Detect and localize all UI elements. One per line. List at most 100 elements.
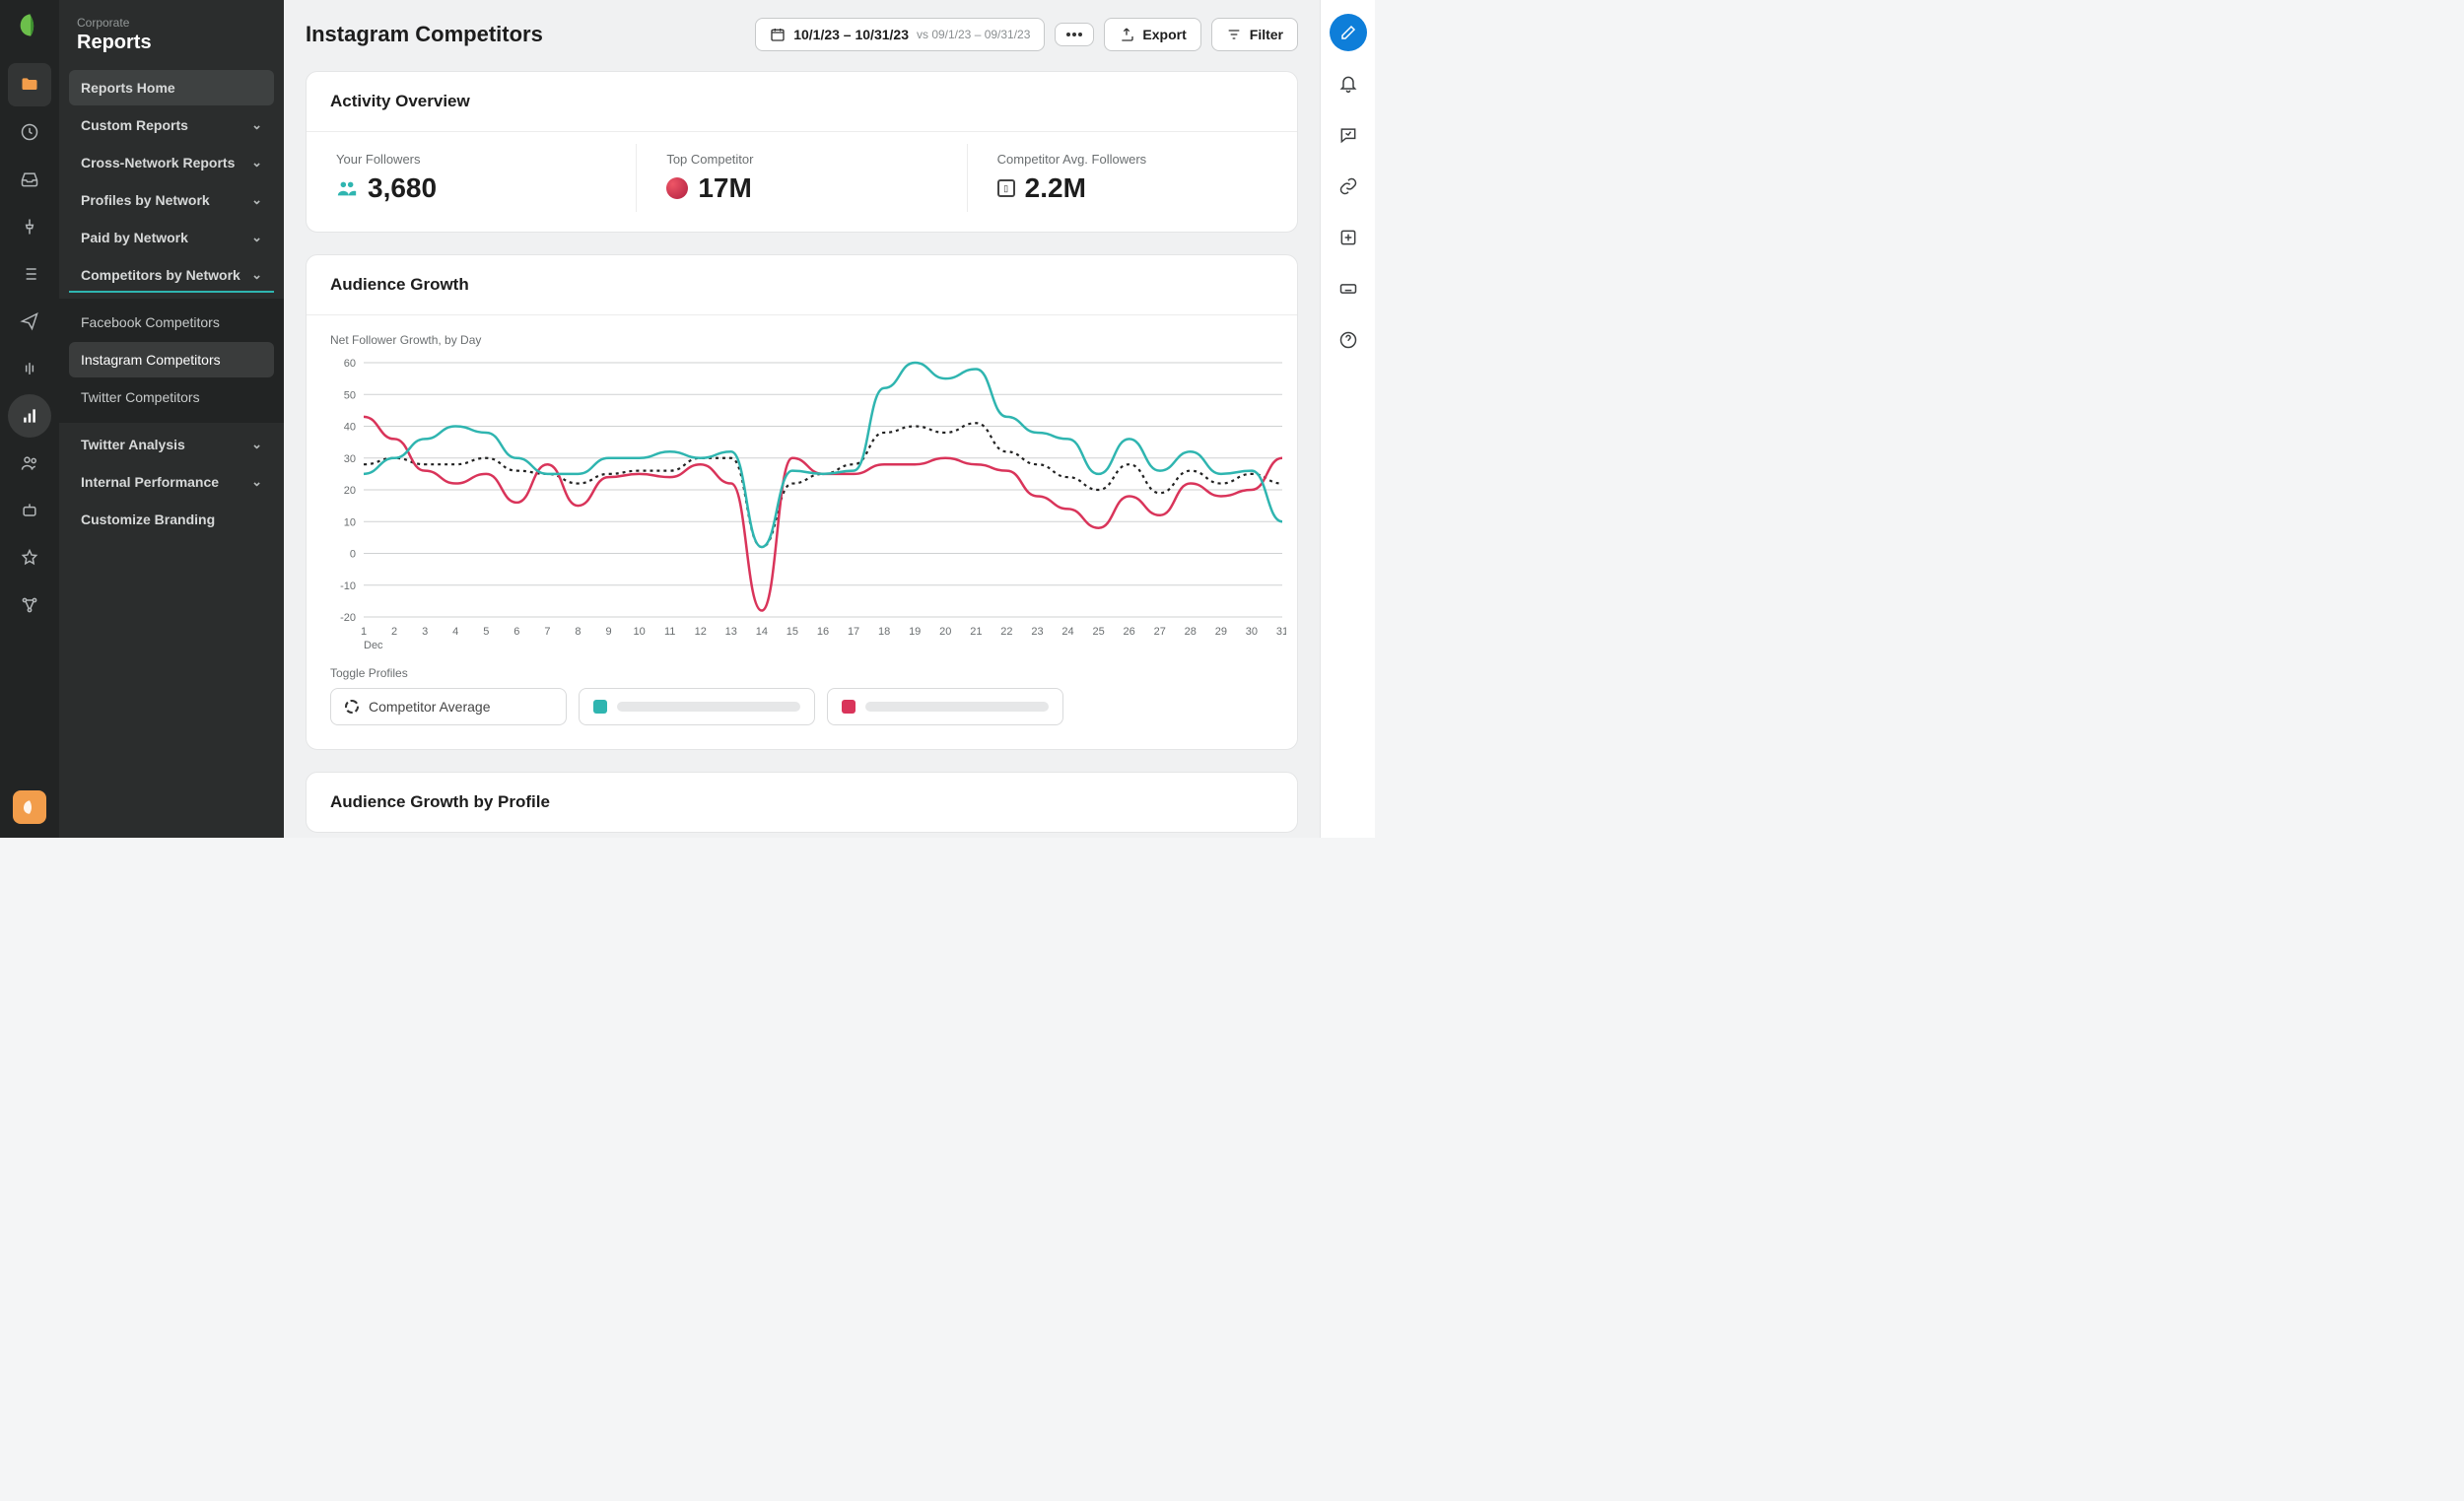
chat-icon	[1338, 125, 1358, 145]
toggle-profile-teal[interactable]	[579, 688, 815, 725]
subnav-facebook-competitors[interactable]: Facebook Competitors	[69, 305, 274, 340]
calendar-icon	[770, 27, 786, 42]
activity-overview-panel: Activity Overview Your Followers 3,680 T…	[306, 71, 1298, 233]
svg-text:7: 7	[544, 626, 550, 638]
svg-text:3: 3	[422, 626, 428, 638]
teal-marker-icon	[593, 700, 607, 714]
svg-text:18: 18	[878, 626, 890, 638]
chat-button[interactable]	[1330, 116, 1367, 154]
add-button[interactable]	[1330, 219, 1367, 256]
chart-caption: Net Follower Growth, by Day	[330, 333, 1273, 347]
export-button[interactable]: Export	[1104, 18, 1200, 51]
toggle-profile-pink[interactable]	[827, 688, 1063, 725]
nav-profiles-network[interactable]: Profiles by Network⌄	[69, 182, 274, 218]
svg-text:0: 0	[350, 549, 356, 561]
competitor-dot-icon	[666, 177, 688, 199]
svg-text:20: 20	[939, 626, 951, 638]
nav-paid-network[interactable]: Paid by Network⌄	[69, 220, 274, 255]
svg-text:27: 27	[1154, 626, 1166, 638]
svg-text:23: 23	[1031, 626, 1043, 638]
compass-icon[interactable]	[8, 110, 51, 154]
svg-text:6: 6	[513, 626, 519, 638]
nav-cross-network[interactable]: Cross-Network Reports⌄	[69, 145, 274, 180]
bell-icon	[1338, 74, 1358, 94]
date-range-compare: vs 09/1/23 – 09/31/23	[917, 28, 1030, 41]
svg-text:-10: -10	[340, 580, 356, 592]
audio-icon[interactable]	[8, 347, 51, 390]
svg-text:17: 17	[848, 626, 859, 638]
nav-customize-branding[interactable]: Customize Branding	[69, 502, 274, 537]
list-icon[interactable]	[8, 252, 51, 296]
chevron-down-icon: ⌄	[251, 267, 262, 283]
svg-text:22: 22	[1000, 626, 1012, 638]
svg-text:14: 14	[756, 626, 768, 638]
brand-leaf-icon[interactable]	[13, 790, 46, 824]
growth-line-chart: -20-100102030405060123456789101112131415…	[330, 357, 1286, 652]
profile-placeholder	[865, 702, 1049, 712]
svg-text:31: 31	[1276, 626, 1286, 638]
page-title: Instagram Competitors	[306, 22, 543, 47]
svg-text:20: 20	[344, 485, 356, 497]
help-button[interactable]	[1330, 321, 1367, 359]
chevron-down-icon: ⌄	[251, 474, 262, 490]
stat-competitor-avg: Competitor Avg. Followers ▯ 2.2M	[968, 144, 1297, 212]
people-icon[interactable]	[8, 442, 51, 485]
nav-twitter-analysis[interactable]: Twitter Analysis⌄	[69, 427, 274, 462]
sidebar-title: Reports	[77, 32, 266, 54]
app-logo[interactable]	[12, 8, 47, 43]
link-button[interactable]	[1330, 168, 1367, 205]
ellipsis-icon	[1065, 32, 1083, 37]
svg-text:4: 4	[452, 626, 458, 638]
subnav-twitter-competitors[interactable]: Twitter Competitors	[69, 379, 274, 415]
svg-text:19: 19	[909, 626, 921, 638]
reports-icon[interactable]	[8, 394, 51, 438]
audience-growth-title: Audience Growth	[307, 255, 1297, 315]
nav-custom-reports[interactable]: Custom Reports⌄	[69, 107, 274, 143]
audience-growth-profile-title: Audience Growth by Profile	[307, 773, 1297, 832]
link-icon	[1338, 176, 1358, 196]
network-icon[interactable]	[8, 583, 51, 627]
svg-text:13: 13	[725, 626, 737, 638]
toggle-competitor-average[interactable]: Competitor Average	[330, 688, 567, 725]
svg-text:50: 50	[344, 389, 356, 401]
bot-icon[interactable]	[8, 489, 51, 532]
pin-icon[interactable]	[8, 205, 51, 248]
svg-text:40: 40	[344, 422, 356, 434]
svg-text:10: 10	[633, 626, 645, 638]
avg-marker-icon	[345, 700, 359, 714]
send-icon[interactable]	[8, 300, 51, 343]
filter-button[interactable]: Filter	[1211, 18, 1298, 51]
nav-competitors-network[interactable]: Competitors by Network⌄	[69, 257, 274, 293]
nav-internal-performance[interactable]: Internal Performance⌄	[69, 464, 274, 500]
compose-button[interactable]	[1330, 14, 1367, 51]
more-actions-button[interactable]	[1055, 23, 1094, 46]
export-icon	[1119, 27, 1134, 42]
date-range-picker[interactable]: 10/1/23 – 10/31/23 vs 09/1/23 – 09/31/23	[755, 18, 1045, 51]
svg-text:2: 2	[391, 626, 397, 638]
subnav-instagram-competitors[interactable]: Instagram Competitors	[69, 342, 274, 377]
stat-top-competitor: Top Competitor 17M	[637, 144, 967, 212]
inbox-icon[interactable]	[8, 158, 51, 201]
svg-text:21: 21	[970, 626, 982, 638]
right-rail	[1320, 0, 1375, 838]
svg-text:9: 9	[605, 626, 611, 638]
chevron-down-icon: ⌄	[251, 117, 262, 133]
filter-icon	[1226, 27, 1242, 42]
date-range-main: 10/1/23 – 10/31/23	[793, 27, 909, 42]
star-icon[interactable]	[8, 536, 51, 580]
keyboard-button[interactable]	[1330, 270, 1367, 307]
svg-text:30: 30	[344, 453, 356, 465]
svg-text:Dec: Dec	[364, 640, 383, 651]
topbar: Instagram Competitors 10/1/23 – 10/31/23…	[284, 0, 1320, 65]
stat-your-followers: Your Followers 3,680	[307, 144, 637, 212]
svg-text:60: 60	[344, 358, 356, 370]
nav-folder-icon[interactable]	[8, 63, 51, 106]
svg-text:12: 12	[695, 626, 707, 638]
sidebar: Corporate Reports Reports Home Custom Re…	[59, 0, 284, 838]
left-icon-rail	[0, 0, 59, 838]
compose-icon	[1339, 24, 1357, 41]
svg-text:8: 8	[575, 626, 581, 638]
nav-reports-home[interactable]: Reports Home	[69, 70, 274, 105]
svg-text:29: 29	[1215, 626, 1227, 638]
notifications-button[interactable]	[1330, 65, 1367, 102]
